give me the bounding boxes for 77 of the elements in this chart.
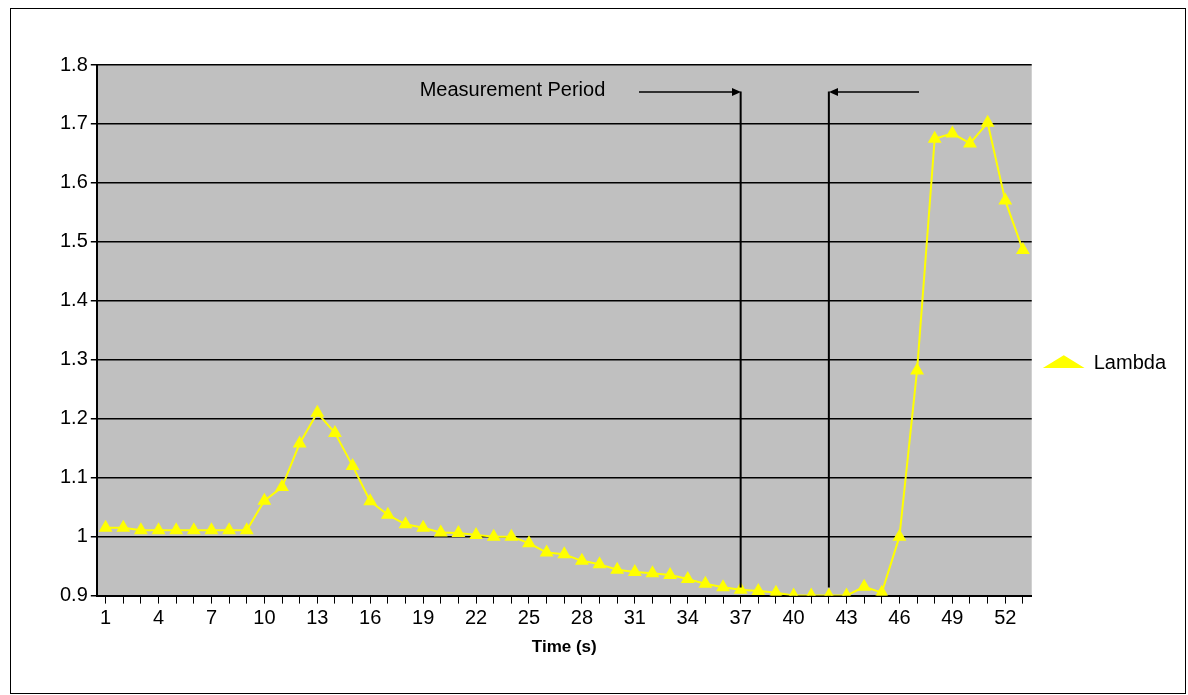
point — [593, 557, 606, 569]
point — [469, 527, 483, 539]
point — [963, 136, 977, 148]
point — [681, 572, 694, 584]
x-tick-label: 4 — [152, 606, 165, 629]
point — [646, 566, 659, 578]
x-tick-label: 10 — [253, 606, 276, 629]
point — [452, 526, 465, 538]
point — [293, 436, 306, 448]
point — [134, 523, 148, 535]
point — [117, 520, 130, 532]
point — [505, 529, 518, 541]
x-axis-title: Time (s) — [531, 637, 597, 657]
point — [346, 458, 359, 470]
point — [311, 405, 324, 417]
point — [999, 193, 1012, 205]
x-tick-label: 49 — [941, 606, 964, 629]
point — [663, 567, 677, 579]
x-tick-label: 34 — [676, 606, 699, 629]
point — [222, 523, 236, 535]
y-tick-label: 1.8 — [59, 52, 88, 75]
x-tick-label: 52 — [994, 606, 1017, 629]
x-tick-label: 1 — [100, 606, 112, 629]
point — [434, 525, 447, 537]
y-tick-label: 1.2 — [59, 406, 88, 429]
point — [258, 493, 271, 505]
annotation: Measurement Period — [419, 77, 606, 101]
point — [893, 529, 906, 541]
x-tick-label: 19 — [412, 606, 435, 629]
x-tick-label: 46 — [888, 606, 911, 629]
point — [240, 523, 253, 535]
point — [558, 547, 571, 559]
point — [575, 553, 589, 565]
y-tick-label: 1.5 — [59, 229, 88, 252]
point — [1016, 243, 1030, 255]
x-tick-label: 37 — [729, 606, 752, 629]
point — [187, 523, 201, 535]
point — [946, 126, 959, 138]
x-tick-label: 22 — [464, 606, 488, 629]
y-tick-label: 1.1 — [59, 465, 88, 488]
point — [205, 523, 218, 535]
x-tick-label: 16 — [359, 606, 382, 629]
x-tick-label: 28 — [570, 606, 594, 629]
point — [628, 565, 642, 577]
x-tick-label: 7 — [205, 606, 218, 629]
point — [399, 517, 412, 529]
point — [416, 520, 430, 532]
point — [699, 576, 712, 588]
point — [752, 583, 765, 595]
y-tick-label: 1.4 — [59, 288, 88, 311]
point — [910, 363, 924, 375]
y-tick-label: 1.7 — [59, 111, 88, 134]
x-tick-label: 31 — [623, 606, 646, 629]
point — [610, 562, 624, 574]
x-tick-label: 13 — [306, 606, 329, 629]
point — [328, 425, 342, 437]
point — [169, 523, 183, 535]
y-tick-label: 1 — [76, 524, 88, 547]
y-tick-label: 0.9 — [59, 583, 88, 606]
legend-label: Lambda — [1093, 351, 1167, 374]
x-tick-label: 25 — [517, 606, 541, 629]
point — [487, 529, 500, 541]
point — [99, 520, 112, 532]
point — [981, 115, 994, 127]
point — [540, 545, 553, 557]
point — [275, 480, 289, 492]
y-tick-label: 1.6 — [59, 170, 88, 193]
x-tick-label: 40 — [782, 606, 805, 629]
y-tick-label: 1.3 — [59, 347, 88, 370]
point — [928, 131, 941, 143]
point — [857, 579, 871, 591]
point — [522, 536, 536, 548]
point — [364, 494, 377, 506]
x-tick-label: 43 — [835, 606, 858, 629]
point — [381, 507, 395, 519]
point — [152, 523, 165, 535]
point — [716, 580, 730, 592]
